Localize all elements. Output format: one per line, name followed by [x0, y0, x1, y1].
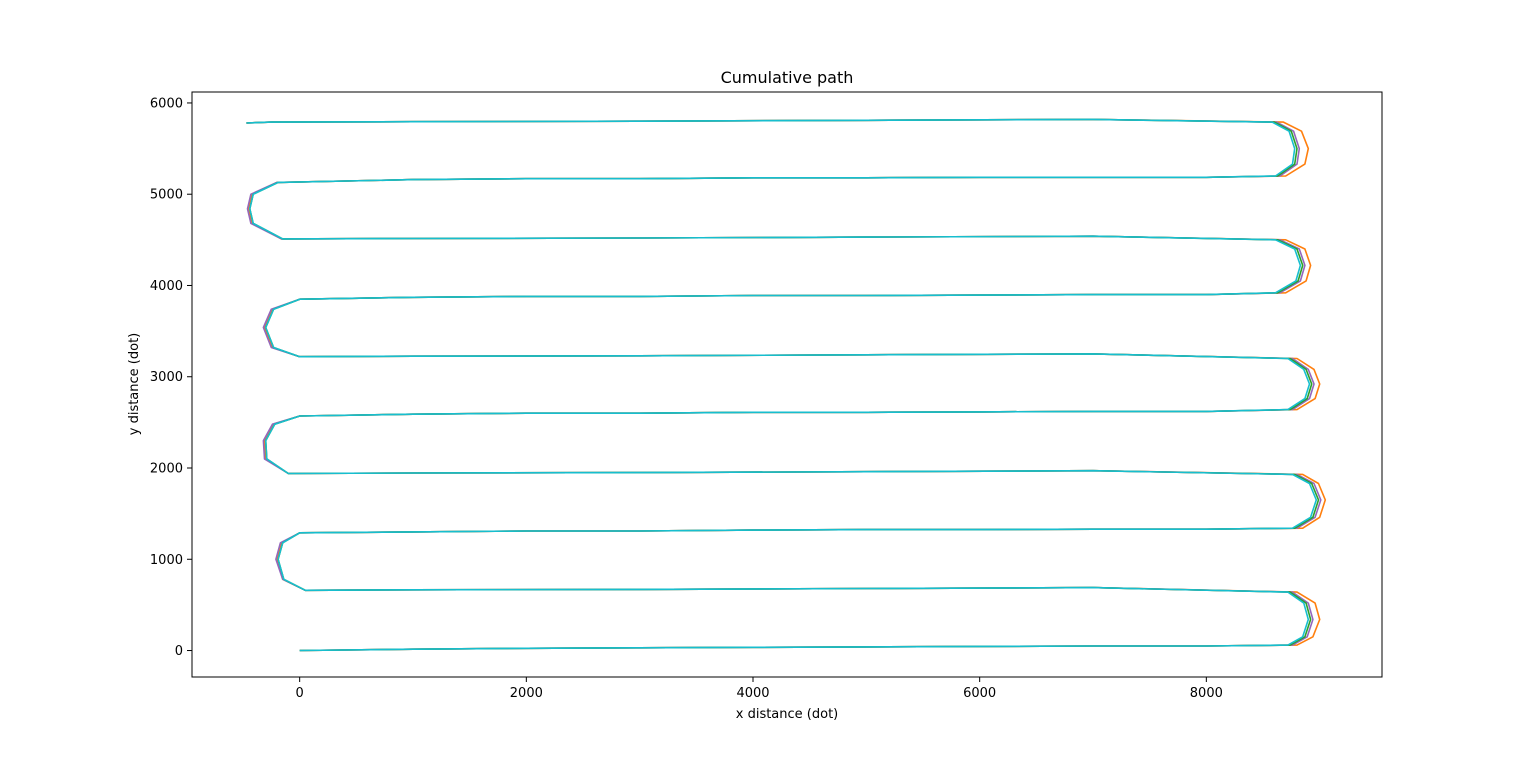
y-tick-label-6: 6000 — [150, 96, 183, 111]
series-line-3 — [246, 118, 1318, 652]
x-axis-label: x distance (dot) — [736, 707, 839, 722]
x-tick-label-3: 6000 — [963, 686, 996, 701]
x-tick-label-4: 8000 — [1190, 686, 1223, 701]
series-layer — [246, 118, 1327, 652]
x-tick-label-2: 4000 — [736, 686, 769, 701]
x-tick-label-1: 2000 — [510, 686, 543, 701]
y-tick-label-4: 4000 — [150, 279, 183, 294]
plot-area-frame — [191, 91, 1383, 678]
y-tick-label-0: 0 — [175, 644, 183, 659]
y-tick-label-5: 5000 — [150, 188, 183, 203]
y-tick-label-1: 1000 — [150, 553, 183, 568]
x-axis-ticks: 0 2000 4000 6000 8000 — [296, 677, 1223, 701]
x-tick-label-0: 0 — [296, 686, 304, 701]
y-tick-label-2: 2000 — [150, 462, 183, 477]
chart-title: Cumulative path — [721, 68, 854, 87]
y-axis-label: y distance (dot) — [127, 333, 142, 436]
y-axis-ticks: 0 1000 2000 3000 4000 5000 6000 — [150, 96, 192, 659]
y-tick-label-3: 3000 — [150, 370, 183, 385]
